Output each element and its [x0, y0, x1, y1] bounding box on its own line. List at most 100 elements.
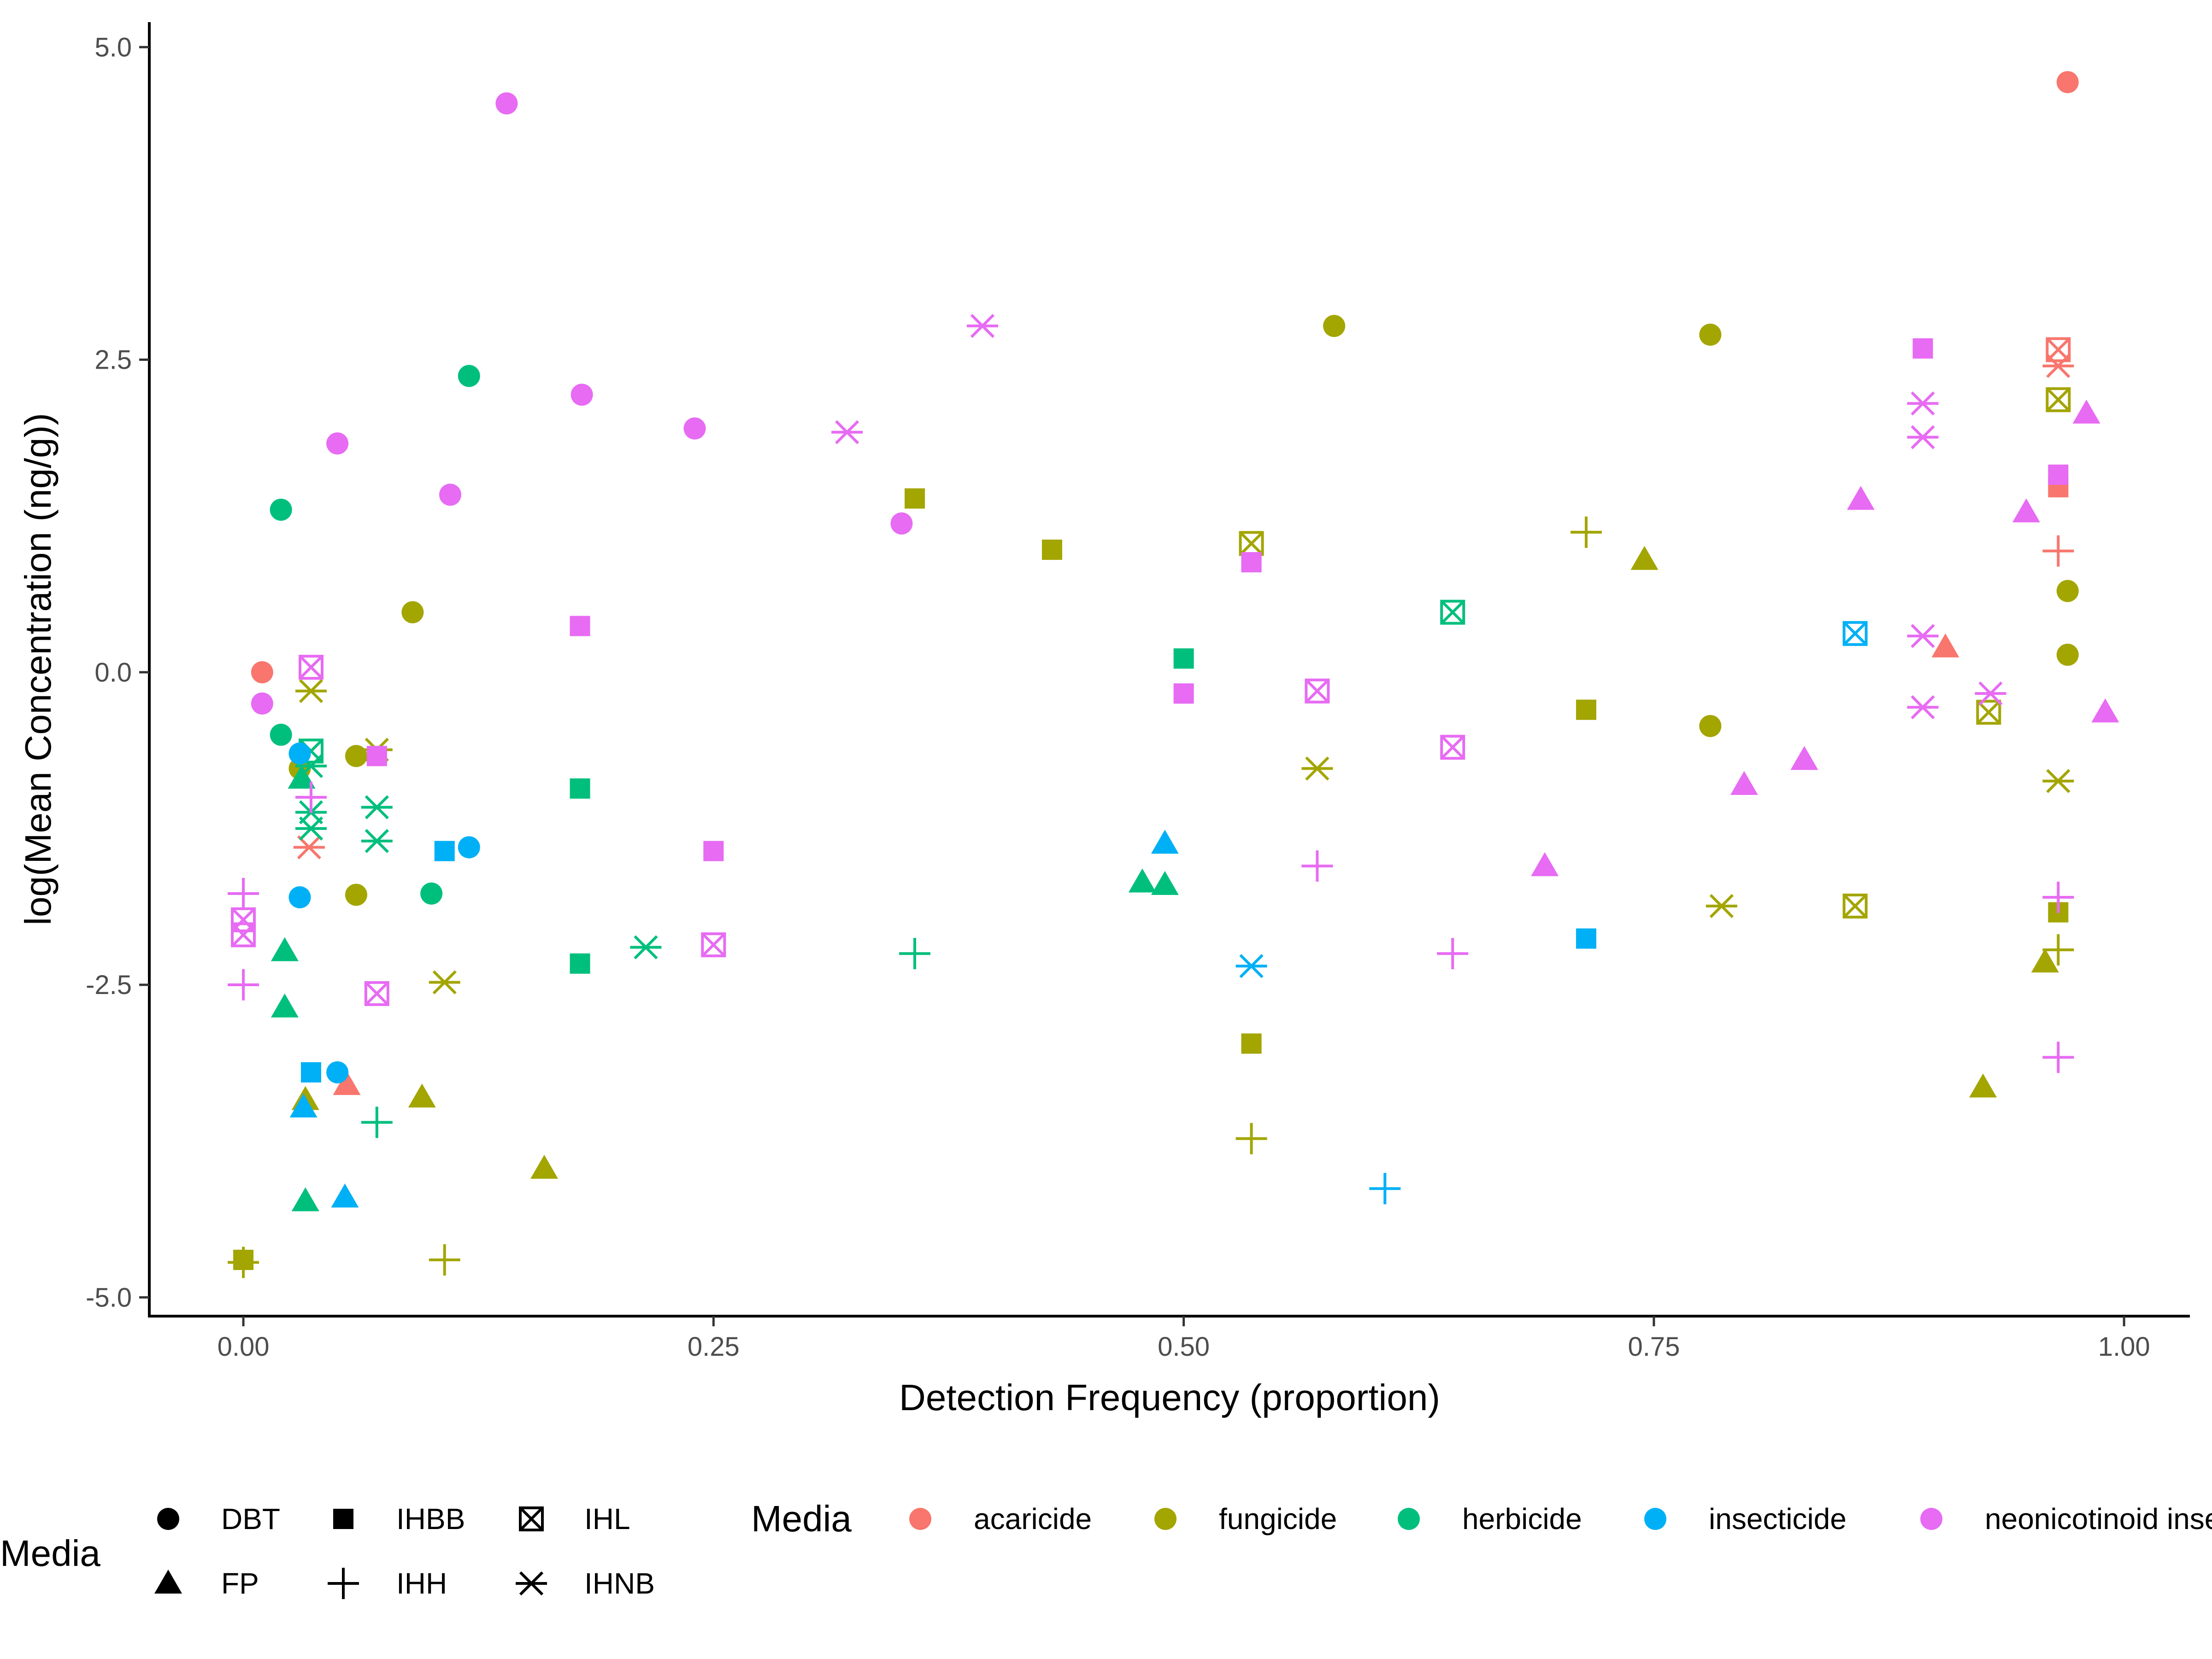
data-point-neonicotinoid-ihnb-117 — [831, 420, 863, 444]
data-point-herbicide-ihnb-67 — [630, 935, 662, 959]
data-point-acaricide-fp-5 — [1931, 633, 1959, 658]
data-point-neonicotinoid-dbt-82 — [326, 432, 349, 455]
data-point-insecticide-ihnb-80 — [1235, 954, 1267, 978]
y-tick-label: -5.0 — [86, 1282, 132, 1312]
legend-key-dbt — [157, 1508, 179, 1530]
data-point-neonicotinoid-ihl-95 — [298, 654, 324, 680]
data-point-insecticide-dbt-68 — [288, 742, 311, 765]
data-point-fungicide-dbt-11 — [345, 745, 367, 767]
data-point-herbicide-ihh-60 — [361, 1106, 393, 1138]
legend-label-ihnb: IHNB — [584, 1567, 655, 1600]
data-point-neonicotinoid-ihh-111 — [295, 782, 327, 813]
data-point-neonicotinoid-ihbb-93 — [1912, 338, 1933, 359]
data-point-fungicide-ihbb-20 — [1041, 539, 1062, 560]
data-point-insecticide-fp-77 — [331, 1183, 359, 1208]
x-tick-label: 0.25 — [688, 1332, 740, 1362]
y-axis-title: log(Mean Concentration (ng/g)) — [18, 413, 59, 925]
data-point-neonicotinoid-fp-103 — [1730, 771, 1758, 795]
legend-label-dbt: DBT — [221, 1502, 280, 1535]
data-point-neonicotinoid-ihh-115 — [2042, 1041, 2074, 1073]
legend-key-ihl — [519, 1506, 544, 1531]
data-point-neonicotinoid-fp-102 — [1531, 852, 1559, 877]
data-point-fungicide-dbt-16 — [2056, 580, 2079, 602]
data-point-neonicotinoid-ihh-110 — [228, 969, 259, 1001]
legend-label-insecticide: insecticide — [1709, 1502, 1847, 1535]
data-point-fungicide-ihh-35 — [429, 1244, 460, 1276]
data-point-neonicotinoid-fp-105 — [1847, 486, 1875, 510]
data-point-neonicotinoid-ihnb-118 — [1907, 391, 1939, 416]
data-point-neonicotinoid-dbt-83 — [439, 483, 461, 506]
data-point-insecticide-ihbb-72 — [434, 841, 455, 861]
data-point-neonicotinoid-ihbb-94 — [2048, 465, 2069, 485]
data-point-insecticide-fp-76 — [289, 1093, 318, 1118]
data-point-neonicotinoid-ihh-109 — [228, 877, 259, 909]
data-point-fungicide-ihl-25 — [1842, 894, 1868, 919]
data-point-fungicide-dbt-14 — [1699, 324, 1722, 346]
data-point-herbicide-dbt-47 — [270, 724, 292, 746]
data-point-neonicotinoid-fp-106 — [2012, 498, 2040, 523]
data-point-acaricide-dbt-1 — [2056, 71, 2079, 94]
data-point-neonicotinoid-dbt-81 — [495, 92, 518, 115]
x-tick-label: 1.00 — [2098, 1332, 2150, 1362]
data-point-neonicotinoid-ihbb-88 — [570, 616, 590, 636]
data-point-fungicide-ihbb-19 — [905, 488, 925, 509]
legend-key-ihh — [328, 1568, 359, 1599]
data-point-herbicide-dbt-46 — [458, 365, 480, 387]
x-tick-label: 0.00 — [218, 1332, 270, 1362]
data-point-fungicide-fp-29 — [408, 1083, 436, 1108]
data-point-fungicide-ihnb-39 — [295, 679, 327, 703]
axis-ticks: 0.00 0.25 0.50 0.75 1.00 -5.0 -2.5 0.0 2.5 5.0 — [86, 32, 2150, 1362]
legend-key-ihbb — [333, 1509, 353, 1529]
data-point-insecticide-dbt-69 — [288, 886, 311, 909]
legend-key-fp — [154, 1570, 182, 1594]
data-point-fungicide-ihbb-22 — [1576, 700, 1596, 720]
data-point-herbicide-ihbb-50 — [570, 953, 590, 974]
data-point-fungicide-dbt-17 — [2056, 643, 2079, 666]
data-point-neonicotinoid-ihnb-119 — [1907, 425, 1939, 449]
data-point-herbicide-ihh-61 — [899, 938, 931, 970]
data-point-fungicide-ihl-26 — [1976, 700, 2001, 725]
data-point-insecticide-dbt-71 — [326, 1061, 349, 1083]
data-point-fungicide-fp-33 — [2031, 948, 2059, 973]
data-point-fungicide-dbt-12 — [345, 883, 367, 906]
data-point-fungicide-ihh-36 — [1235, 1123, 1267, 1154]
data-point-neonicotinoid-dbt-86 — [890, 512, 913, 535]
data-point-insecticide-ihh-79 — [1369, 1173, 1401, 1205]
plot-area — [228, 71, 2119, 1278]
data-point-herbicide-fp-58 — [1128, 868, 1156, 893]
data-point-neonicotinoid-dbt-85 — [683, 417, 706, 440]
data-point-herbicide-fp-56 — [271, 993, 299, 1018]
legend-label-acaricide: acaricide — [974, 1502, 1092, 1535]
axes — [148, 22, 2190, 1318]
data-point-fungicide-ihnb-41 — [429, 970, 460, 994]
data-point-fungicide-ihnb-42 — [1301, 756, 1333, 781]
legend-key-herbicide — [1398, 1508, 1420, 1530]
legend-key-fungicide — [1154, 1508, 1177, 1530]
data-point-acaricide-ihnb-8 — [2042, 353, 2074, 378]
data-point-neonicotinoid-ihh-112 — [1301, 850, 1333, 882]
data-point-insecticide-ihbb-73 — [300, 1062, 321, 1082]
legend-key-neonicotinoid — [1920, 1508, 1942, 1530]
data-point-neonicotinoid-fp-108 — [2091, 698, 2119, 723]
data-point-neonicotinoid-ihnb-116 — [966, 314, 998, 338]
data-point-herbicide-ihnb-66 — [361, 829, 393, 853]
y-tick-label: 5.0 — [94, 32, 132, 62]
data-point-herbicide-fp-57 — [291, 1187, 319, 1212]
legend-label-fp: FP — [221, 1567, 259, 1600]
data-point-neonicotinoid-ihbb-89 — [366, 746, 387, 766]
legend-label-ihbb: IHBB — [396, 1502, 465, 1535]
data-point-herbicide-ihnb-64 — [295, 816, 327, 841]
y-tick-label: -2.5 — [86, 970, 132, 1000]
data-point-neonicotinoid-ihnb-120 — [1907, 624, 1939, 648]
data-point-acaricide-ihnb-7 — [293, 835, 325, 859]
y-tick-label: 0.0 — [94, 658, 132, 688]
data-point-herbicide-fp-59 — [1151, 871, 1179, 895]
legend-label-neonicotinoid: neonicotinoid insecticide — [1985, 1502, 2212, 1535]
data-point-herbicide-ihnb-65 — [361, 795, 393, 819]
data-point-fungicide-dbt-9 — [401, 601, 424, 624]
data-point-fungicide-ihh-37 — [1570, 516, 1602, 548]
data-point-acaricide-dbt-0 — [251, 661, 273, 683]
data-point-neonicotinoid-ihh-114 — [2042, 882, 2074, 913]
data-point-insecticide-fp-78 — [1151, 830, 1179, 854]
